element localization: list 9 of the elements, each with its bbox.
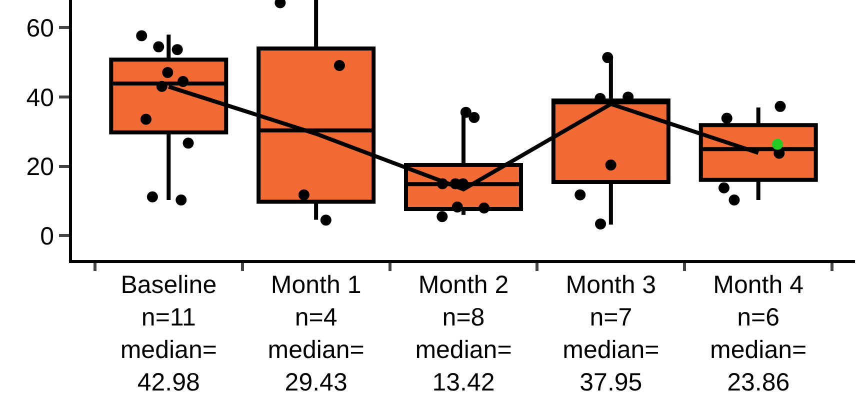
x-tick-label: Month 2 n=8 median= 13.42 bbox=[415, 271, 512, 396]
x-tick-label: Baseline n=11 median= 42.98 bbox=[120, 271, 217, 396]
y-tick-label: 40 bbox=[26, 84, 54, 112]
x-tick-label: Month 1 n=4 median= 29.43 bbox=[268, 271, 364, 396]
y-tick-label: 60 bbox=[26, 14, 54, 42]
y-tick-label: 20 bbox=[26, 153, 54, 182]
x-tick-label: Month 3 n=7 median= 37.95 bbox=[562, 271, 660, 396]
y-tick-label: 0 bbox=[40, 222, 54, 250]
x-tick-label: Month 4 n=6 median= 23.86 bbox=[710, 271, 807, 396]
